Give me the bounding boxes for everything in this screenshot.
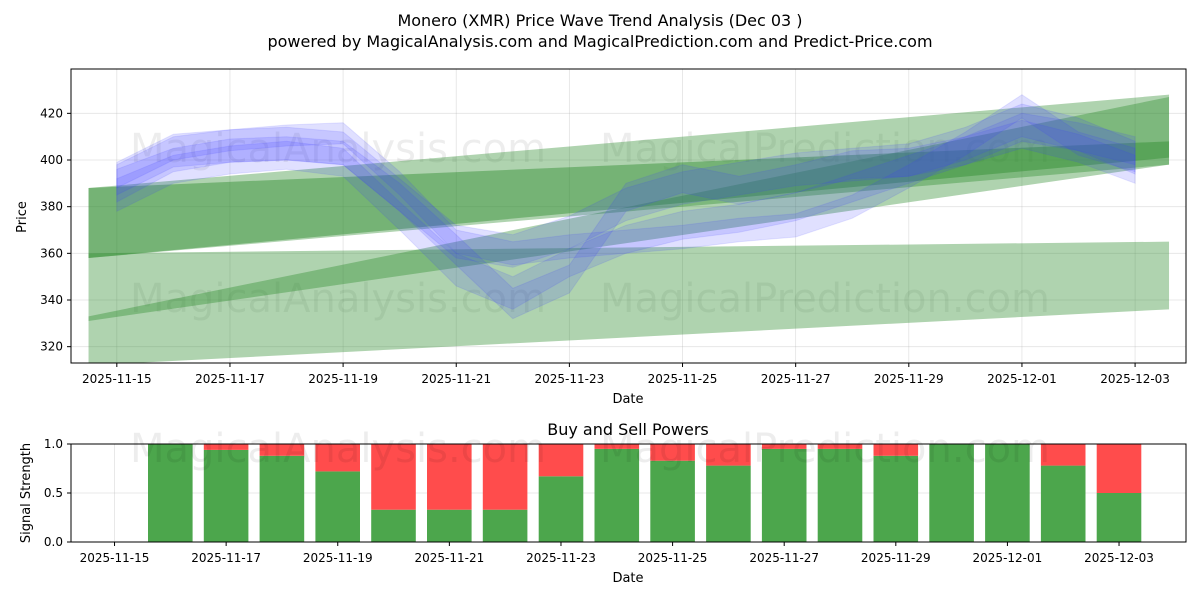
signal-x-tick-label: 2025-11-17 xyxy=(191,551,261,565)
signal-x-ticks: 2025-11-15 2025-11-17 2025-11-19 2025-11-21… xyxy=(80,542,1154,565)
signal-watermarks: MagicalAnalysis.com MagicalPrediction.co… xyxy=(130,426,1050,472)
watermark-prediction-top: MagicalPrediction.com xyxy=(600,126,1050,172)
trend-band-1 xyxy=(88,94,1170,259)
sell-bar xyxy=(873,444,919,456)
signal-y-ticks: 0.0 0.5 1.0 xyxy=(44,437,71,549)
sell-bar xyxy=(482,444,528,510)
sell-bar xyxy=(203,444,249,450)
signal-y-label: Signal Strength xyxy=(19,443,34,543)
buy-bar xyxy=(1096,493,1142,542)
buy-bar xyxy=(148,444,193,542)
price-y-tick-label: 420 xyxy=(40,106,63,120)
price-wave-1 xyxy=(116,94,1136,266)
sell-bar xyxy=(594,444,640,449)
price-watermarks: MagicalAnalysis.com MagicalPrediction.co… xyxy=(130,126,1050,322)
trend-bands xyxy=(88,94,1170,363)
price-wave-4 xyxy=(116,103,1136,268)
price-x-tick-label: 2025-11-19 xyxy=(308,372,378,386)
price-y-tick-label: 360 xyxy=(40,246,63,260)
watermark-analysis-bottom: MagicalAnalysis.com xyxy=(130,426,546,472)
signal-x-tick-label: 2025-11-29 xyxy=(861,551,931,565)
buy-bar xyxy=(259,455,305,542)
signal-x-label: Date xyxy=(612,571,643,586)
trend-band-2 xyxy=(88,241,1170,363)
sell-bar xyxy=(1040,444,1086,466)
watermark-analysis-mid: MagicalAnalysis.com xyxy=(130,276,546,322)
buy-bar xyxy=(817,448,863,542)
sell-bar xyxy=(259,444,305,456)
price-y-tick-label: 320 xyxy=(40,340,63,354)
price-plot: MagicalAnalysis.com MagicalPrediction.co… xyxy=(15,68,1187,407)
signal-x-tick-label: 2025-11-21 xyxy=(414,551,484,565)
price-y-tick-label: 400 xyxy=(40,153,63,167)
signal-x-tick-label: 2025-12-01 xyxy=(973,551,1043,565)
signal-x-tick-label: 2025-11-23 xyxy=(526,551,596,565)
price-x-tick-label: 2025-11-15 xyxy=(82,372,152,386)
buy-bar xyxy=(873,455,919,542)
price-x-tick-label: 2025-11-17 xyxy=(195,372,265,386)
sell-bar xyxy=(371,444,416,510)
signal-bars xyxy=(148,444,1142,542)
buy-bar xyxy=(650,460,695,542)
price-y-tick-label: 380 xyxy=(40,200,63,214)
signal-y-tick-label: 0.5 xyxy=(44,486,63,500)
trend-band-4 xyxy=(88,141,1170,258)
price-x-tick-label: 2025-11-21 xyxy=(421,372,491,386)
buy-bar xyxy=(929,444,974,542)
watermark-prediction-bottom: MagicalPrediction.com xyxy=(600,426,1050,472)
signal-y-tick-label: 1.0 xyxy=(44,437,63,451)
buy-bar xyxy=(203,449,249,542)
price-x-label: Date xyxy=(612,392,643,407)
price-y-tick-label: 340 xyxy=(40,293,63,307)
buy-bar xyxy=(594,448,640,542)
buy-bar xyxy=(985,444,1030,542)
sell-bar xyxy=(706,444,751,466)
sell-bar xyxy=(538,444,584,477)
buy-bar xyxy=(538,476,584,542)
trend-band-3 xyxy=(88,97,1170,321)
buy-bar xyxy=(482,509,528,542)
sell-bar xyxy=(315,444,360,472)
signal-x-tick-label: 2025-12-03 xyxy=(1084,551,1154,565)
sell-bar xyxy=(427,444,472,510)
signal-plot: Buy and Sell Powers MagicalAnalysis.com … xyxy=(19,420,1187,586)
price-y-ticks: 320 340 360 380 400 420 xyxy=(40,106,71,354)
price-x-tick-label: 2025-12-03 xyxy=(1100,372,1170,386)
price-x-ticks: 2025-11-15 2025-11-17 2025-11-19 2025-11-21… xyxy=(82,363,1170,386)
watermark-analysis-top: MagicalAnalysis.com xyxy=(130,126,546,172)
signal-y-tick-label: 0.0 xyxy=(44,535,63,549)
signal-x-tick-label: 2025-11-15 xyxy=(80,551,150,565)
chart-title: Monero (XMR) Price Wave Trend Analysis (… xyxy=(397,11,802,30)
sell-bar xyxy=(1096,444,1142,493)
sell-bar xyxy=(761,444,807,449)
price-wave-2 xyxy=(116,112,1136,320)
price-x-tick-label: 2025-11-29 xyxy=(874,372,944,386)
price-y-label: Price xyxy=(15,201,30,233)
buy-bar xyxy=(315,471,360,542)
buy-bar xyxy=(706,465,751,542)
signal-title: Buy and Sell Powers xyxy=(547,420,709,439)
price-wave-3 xyxy=(116,119,1136,310)
buy-bar xyxy=(761,448,807,542)
price-x-tick-label: 2025-11-25 xyxy=(648,372,718,386)
price-grid xyxy=(71,69,1186,363)
signal-x-tick-label: 2025-11-19 xyxy=(303,551,373,565)
price-x-tick-label: 2025-11-23 xyxy=(535,372,605,386)
sell-bar xyxy=(817,444,863,449)
buy-bar xyxy=(371,509,416,542)
price-waves xyxy=(116,94,1136,320)
signal-x-tick-label: 2025-11-25 xyxy=(638,551,708,565)
sell-bar xyxy=(650,444,695,461)
price-x-tick-label: 2025-12-01 xyxy=(987,372,1057,386)
buy-bar xyxy=(1040,465,1086,542)
chart-subtitle: powered by MagicalAnalysis.com and Magic… xyxy=(267,32,932,51)
price-x-tick-label: 2025-11-27 xyxy=(761,372,831,386)
price-plot-frame xyxy=(70,68,1187,364)
buy-bar xyxy=(427,509,472,542)
signal-x-tick-label: 2025-11-27 xyxy=(749,551,819,565)
watermark-prediction-mid: MagicalPrediction.com xyxy=(600,276,1050,322)
